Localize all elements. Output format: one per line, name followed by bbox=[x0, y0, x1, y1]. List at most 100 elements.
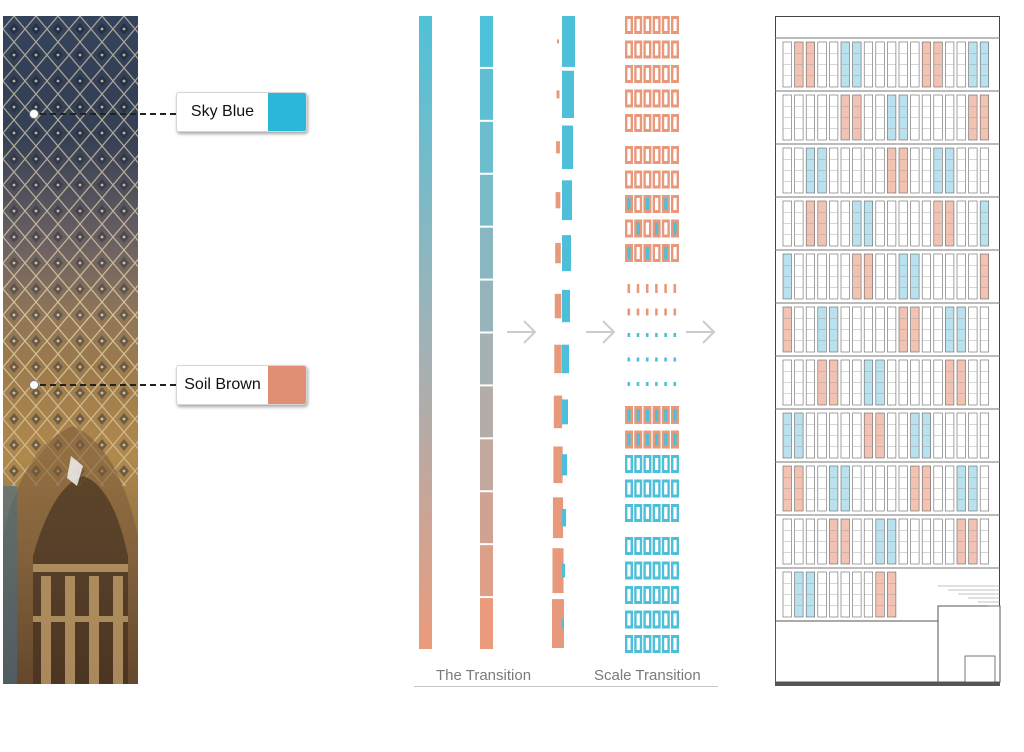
scale-cell-inner bbox=[655, 19, 659, 31]
scale-cell-inner bbox=[645, 19, 649, 31]
scale-cell-inner bbox=[655, 198, 659, 210]
scale-cell-inner bbox=[655, 589, 659, 601]
scale-cell bbox=[673, 333, 677, 337]
scale-cell-inner bbox=[664, 247, 668, 259]
gradient-segment bbox=[480, 386, 493, 438]
scale-cell bbox=[636, 382, 640, 386]
blue-bar bbox=[562, 563, 565, 578]
scale-cell-inner bbox=[636, 564, 640, 577]
scale-cell-inner bbox=[664, 92, 668, 105]
scale-cell-inner bbox=[627, 458, 631, 470]
scale-cell-inner bbox=[645, 43, 649, 56]
scale-cell-inner bbox=[627, 117, 631, 129]
gradient-segment bbox=[480, 492, 493, 544]
sky-blue-marker bbox=[29, 109, 39, 119]
arrow-right-icon bbox=[686, 320, 716, 344]
scale-cell bbox=[627, 333, 631, 337]
blue-bar bbox=[562, 16, 575, 67]
scale-cell-inner bbox=[664, 409, 668, 421]
scale-transition-caption: Scale Transition bbox=[594, 667, 701, 684]
scale-cell-inner bbox=[636, 540, 640, 552]
scale-cell-inner bbox=[673, 198, 677, 210]
scale-cell-inner bbox=[664, 564, 668, 577]
scale-cell-inner bbox=[645, 482, 649, 495]
arrow-right-icon bbox=[507, 320, 537, 344]
scale-cell-inner bbox=[627, 540, 631, 552]
scale-cell-inner bbox=[673, 117, 677, 129]
scale-cell-inner bbox=[664, 540, 668, 552]
soil-brown-leader-line bbox=[40, 384, 176, 386]
brown-bar bbox=[554, 344, 562, 374]
soil-brown-swatch-card: Soil Brown bbox=[176, 365, 307, 405]
scale-cell-inner bbox=[645, 507, 649, 519]
scale-cell-inner bbox=[664, 222, 668, 235]
scale-cell-inner bbox=[655, 482, 659, 495]
scale-cell-inner bbox=[636, 613, 640, 626]
sky-blue-swatch-card: Sky Blue bbox=[176, 92, 307, 132]
scale-cell-inner bbox=[673, 540, 677, 552]
sky-blue-leader-line bbox=[40, 113, 176, 115]
gradient-segment bbox=[480, 280, 493, 332]
scale-cell-inner bbox=[645, 68, 649, 80]
blue-bar bbox=[562, 70, 574, 118]
scale-cell-inner bbox=[664, 117, 668, 129]
scale-cell-inner bbox=[655, 173, 659, 186]
gradient-segment bbox=[480, 545, 493, 597]
brown-bar bbox=[556, 90, 560, 99]
scale-cell-inner bbox=[645, 458, 649, 470]
scale-cell-inner bbox=[645, 564, 649, 577]
scale-cell-inner bbox=[673, 564, 677, 577]
scale-cell bbox=[664, 382, 667, 386]
scale-cell-inner bbox=[655, 247, 659, 259]
scale-cell-inner bbox=[636, 198, 640, 210]
scale-cell-inner bbox=[627, 409, 631, 421]
scale-cell bbox=[664, 308, 667, 316]
scale-cell-inner bbox=[664, 507, 668, 519]
blue-bar bbox=[562, 289, 570, 323]
scale-cell-inner bbox=[673, 589, 677, 601]
brown-bar bbox=[552, 599, 564, 648]
scale-cell bbox=[645, 308, 649, 316]
scale-cell bbox=[627, 357, 631, 362]
brown-bar bbox=[556, 141, 560, 154]
scale-cell bbox=[636, 357, 640, 362]
ground-floor-block bbox=[775, 620, 939, 683]
facade-ground-line bbox=[775, 682, 1000, 686]
scale-cell-inner bbox=[636, 222, 640, 235]
scale-cell bbox=[636, 284, 640, 293]
scale-cell-inner bbox=[645, 409, 649, 421]
scale-cell-inner bbox=[636, 507, 640, 519]
gradient-segment bbox=[480, 121, 493, 173]
scale-cell-inner bbox=[673, 507, 677, 519]
blue-bar bbox=[562, 618, 564, 629]
soil-brown-marker bbox=[29, 380, 39, 390]
scale-cell-inner bbox=[636, 19, 640, 31]
scale-cell-inner bbox=[664, 173, 668, 186]
scale-cell bbox=[664, 333, 667, 337]
scale-cell bbox=[664, 284, 667, 293]
scale-cell-inner bbox=[673, 222, 677, 235]
scale-cell-inner bbox=[636, 458, 640, 470]
scale-cell bbox=[655, 382, 658, 386]
scale-cell-inner bbox=[636, 247, 640, 259]
scale-cell bbox=[655, 333, 658, 337]
scale-cell bbox=[627, 382, 631, 386]
scale-cell-inner bbox=[645, 433, 649, 446]
scale-cell-inner bbox=[655, 458, 659, 470]
scale-cell-inner bbox=[627, 43, 631, 56]
entrance-door bbox=[964, 655, 996, 683]
scale-cell-inner bbox=[664, 482, 668, 495]
scale-transition-grid bbox=[625, 16, 679, 653]
scale-cell-inner bbox=[627, 638, 631, 650]
scale-cell bbox=[645, 382, 649, 386]
scale-cell-inner bbox=[655, 149, 659, 161]
scale-cell-inner bbox=[664, 638, 668, 650]
scale-cell-inner bbox=[636, 149, 640, 161]
scale-cell-inner bbox=[673, 433, 677, 446]
scale-cell-inner bbox=[664, 68, 668, 80]
scale-cell-inner bbox=[673, 149, 677, 161]
scale-cell-inner bbox=[673, 43, 677, 56]
transition-diagram bbox=[419, 16, 716, 653]
scale-cell-inner bbox=[627, 482, 631, 495]
scale-cell-inner bbox=[664, 433, 668, 446]
